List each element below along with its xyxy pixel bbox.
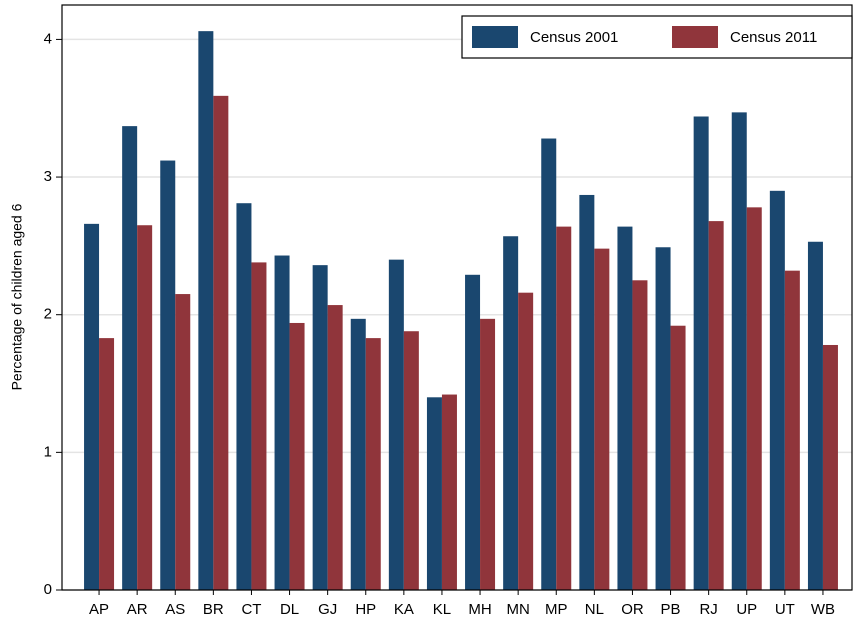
bar [465, 274, 481, 590]
x-tick-label: HP [355, 601, 376, 618]
x-tick-label: OR [621, 601, 644, 618]
x-tick-label: PB [661, 601, 681, 618]
bar [769, 190, 785, 590]
legend-swatch [472, 26, 518, 48]
bar [784, 270, 800, 590]
bar [655, 247, 671, 590]
bar [807, 241, 823, 591]
bar [160, 160, 176, 590]
x-tick-label: CT [241, 601, 261, 618]
y-axis-label: Percentage of children aged 6 [9, 203, 25, 390]
bar [175, 294, 191, 590]
x-tick-label: AP [89, 601, 109, 618]
y-tick-label: 3 [44, 168, 52, 185]
bar [670, 325, 686, 590]
x-tick-label: KA [394, 601, 414, 618]
y-tick-label: 2 [44, 306, 52, 323]
bar [274, 255, 290, 591]
bar [403, 331, 419, 590]
x-tick-label: BR [203, 601, 224, 618]
bar [365, 338, 381, 590]
bar [289, 322, 305, 590]
bar [708, 221, 724, 590]
bar [312, 265, 328, 590]
x-tick-label: DL [280, 601, 299, 618]
bar [579, 194, 595, 590]
legend-swatch [672, 26, 718, 48]
bar [518, 292, 534, 590]
bar [426, 397, 442, 590]
bar [213, 95, 229, 591]
x-tick-label: MP [545, 601, 568, 618]
bar [350, 318, 366, 590]
x-tick-label: UT [775, 601, 795, 618]
bar [632, 280, 648, 590]
bar [236, 203, 252, 590]
x-tick-label: GJ [318, 601, 337, 618]
bar [99, 338, 115, 590]
y-tick-label: 0 [44, 581, 52, 598]
bar [503, 236, 519, 590]
bar [388, 259, 404, 590]
bar [556, 226, 572, 591]
legend-label: Census 2011 [730, 29, 817, 46]
x-tick-label: UP [736, 601, 757, 618]
x-tick-label: AS [165, 601, 185, 618]
bar [541, 138, 557, 591]
x-tick-label: NL [585, 601, 604, 618]
x-tick-label: MN [506, 601, 529, 618]
bar [746, 207, 762, 590]
legend-box [461, 15, 853, 59]
bar [731, 112, 747, 590]
bar [480, 318, 496, 590]
bar [122, 126, 138, 591]
y-tick-label: 1 [44, 443, 52, 460]
x-tick-label: MH [468, 601, 491, 618]
x-tick-label: AR [127, 601, 148, 618]
x-tick-label: RJ [699, 601, 717, 618]
legend-label: Census 2001 [530, 29, 618, 46]
bar [198, 31, 214, 590]
plot-frame [61, 4, 853, 591]
bar [617, 226, 633, 591]
bar [251, 262, 267, 590]
bar [594, 248, 610, 590]
bar [137, 225, 153, 590]
bar [441, 394, 457, 590]
bar [327, 305, 343, 590]
x-tick-label: WB [811, 601, 835, 618]
y-tick-label: 4 [44, 30, 52, 47]
bar [693, 116, 709, 591]
bar [822, 344, 838, 590]
x-tick-label: KL [433, 601, 451, 618]
bar [84, 223, 100, 590]
